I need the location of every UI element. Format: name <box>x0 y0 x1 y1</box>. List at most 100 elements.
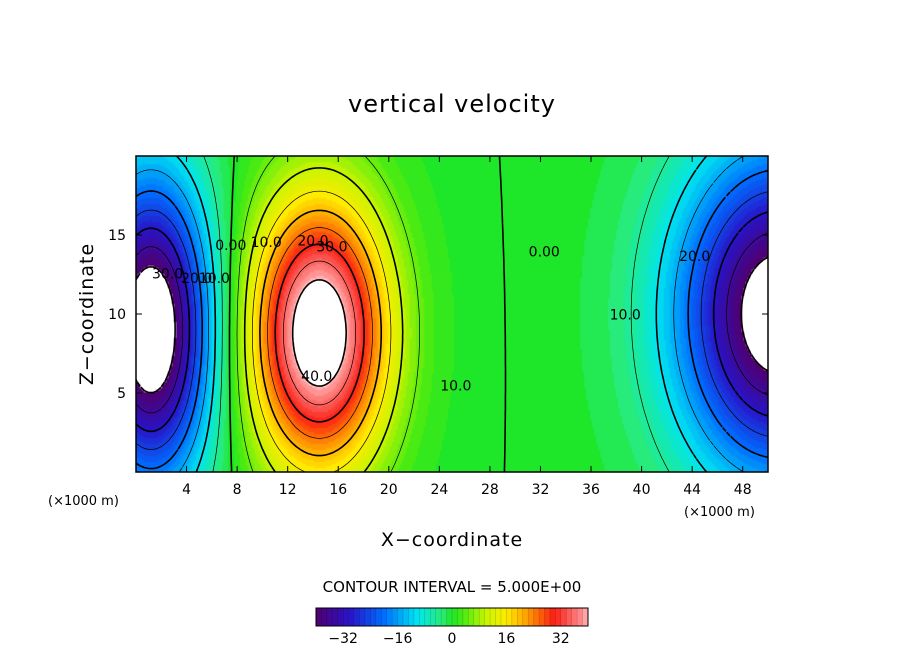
colorbar-cell <box>381 608 388 626</box>
colorbar-cell <box>430 608 436 626</box>
colorbar-cell <box>468 608 475 626</box>
contour-line <box>203 156 670 472</box>
contour-line <box>236 156 420 472</box>
colorbar-cell <box>386 608 393 626</box>
colorbar-tick-label: 16 <box>497 631 515 647</box>
contour-line <box>251 190 392 472</box>
x-axis-label: X−coordinate <box>381 529 523 551</box>
contour-line <box>136 211 768 433</box>
colorbar-cell <box>343 608 349 626</box>
contour-line <box>136 191 768 450</box>
y-tick-label: 10 <box>108 307 126 323</box>
colorbar-cell <box>370 608 377 626</box>
contour-label: 20.0 <box>181 271 212 287</box>
contour-label: 20.0 <box>297 233 328 249</box>
x-axis: 4 8 12 16 20 24 28 32 36 40 44 48 <box>182 156 752 498</box>
contour-label: 10.0 <box>440 379 471 395</box>
colorbar-tick-label: −32 <box>328 631 358 647</box>
x-tick-label: 32 <box>532 482 550 498</box>
colorbar-cell <box>479 608 485 626</box>
contour-label: 10.0 <box>199 271 230 287</box>
chart-title: vertical velocity <box>348 90 556 118</box>
colorbar-cell <box>435 608 442 626</box>
colorbar-cell <box>528 608 534 626</box>
colorbar-cell <box>560 608 567 626</box>
colorbar-cell <box>511 608 518 626</box>
contour-line <box>136 169 768 470</box>
colorbar-cell <box>392 608 398 626</box>
colorbar-cell <box>571 608 578 626</box>
contour-line <box>136 232 768 414</box>
colorbar-cell <box>544 608 551 626</box>
contour-label: 10.0 <box>610 308 641 324</box>
colorbar-cell <box>419 608 426 626</box>
colorbar-cell <box>555 608 562 626</box>
x-unit-right: (×1000 m) <box>684 505 755 520</box>
colorbar-tick-label: 0 <box>448 631 457 647</box>
colorbar-cell <box>326 608 333 626</box>
colorbar-cell <box>413 608 420 626</box>
colorbar-cell <box>490 608 496 626</box>
colorbar-cell <box>321 608 328 626</box>
contour-label: 0.00 <box>529 244 560 260</box>
contour-line <box>283 260 356 406</box>
x-unit-left: (×1000 m) <box>48 494 119 509</box>
colorbar-cell <box>577 608 583 626</box>
contour-label: 0.00 <box>215 238 246 254</box>
y-axis: 5 10 15 <box>108 228 768 402</box>
colorbar-tick-label: 32 <box>552 631 570 647</box>
contour-label: 30.0 <box>152 267 183 283</box>
contour-label: 20.0 <box>679 249 710 265</box>
x-tick-label: 48 <box>734 482 752 498</box>
y-tick-label: 5 <box>117 386 126 402</box>
colorbar-cell <box>484 608 491 626</box>
colorbar-cell <box>403 608 409 626</box>
colorbar-cell <box>539 608 545 626</box>
colorbar: −32 −16 0 16 32 <box>315 607 589 647</box>
contour-line <box>136 156 745 472</box>
x-tick-label: 16 <box>329 482 347 498</box>
x-tick-label: 28 <box>481 482 499 498</box>
colorbar-cell <box>517 608 524 626</box>
contour-line <box>243 167 404 472</box>
contour-label: 30.0 <box>316 240 347 256</box>
colorbar-cell <box>566 608 572 626</box>
contour-line <box>228 156 507 472</box>
colorbar-cell <box>452 608 458 626</box>
colorbar-cell <box>582 608 589 626</box>
colorbar-tick-label: −16 <box>383 631 413 647</box>
contour-line <box>175 156 708 472</box>
x-tick-label: 44 <box>683 482 701 498</box>
colorbar-cell <box>332 608 339 626</box>
colorbar-cell <box>522 608 529 626</box>
colorbar-cell <box>424 608 431 626</box>
colorbar-cell <box>549 608 556 626</box>
contour-label: 40.0 <box>301 369 332 385</box>
contour-line <box>259 209 382 457</box>
contour-labels: 30.020.010.00.00 10.0 20.030.040.010.00.00… <box>152 233 710 394</box>
x-tick-label: 12 <box>279 482 297 498</box>
colorbar-cell <box>473 608 480 626</box>
colorbar-cell <box>533 608 540 626</box>
x-tick-label: 8 <box>233 482 242 498</box>
colorbar-cell <box>441 608 447 626</box>
colorbar-cell <box>397 608 404 626</box>
contour-lines <box>136 156 768 472</box>
y-axis-label: Z−coordinate <box>76 243 98 385</box>
colorbar-cell <box>408 608 415 626</box>
colorbar-cell <box>348 608 355 626</box>
colorbar-cell <box>462 608 469 626</box>
colorbar-cell <box>316 608 322 626</box>
plot-area: 30.020.010.00.00 10.0 20.030.040.010.00.00… <box>135 155 769 473</box>
x-tick-label: 24 <box>430 482 448 498</box>
x-tick-label: 20 <box>380 482 398 498</box>
colorbar-ticks: −32 −16 0 16 32 <box>328 631 569 647</box>
x-tick-label: 36 <box>582 482 600 498</box>
colorbar-cell <box>506 608 513 626</box>
x-tick-label: 40 <box>633 482 651 498</box>
colorbar-cell <box>337 608 344 626</box>
colorbar-cell <box>500 608 507 626</box>
contour-line <box>267 227 373 439</box>
contour-line <box>136 256 768 394</box>
